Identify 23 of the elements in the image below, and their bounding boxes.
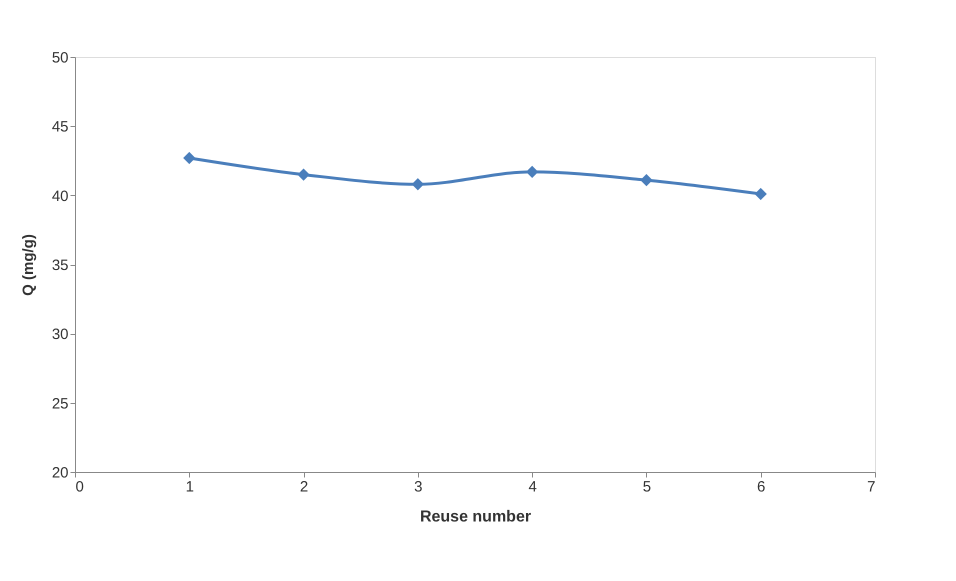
y-tick-label: 50 xyxy=(52,50,68,66)
y-axis-title: Q (mg/g) xyxy=(20,234,37,296)
y-tick-label: 45 xyxy=(52,118,68,136)
x-tick-label: 6 xyxy=(757,478,766,496)
x-tick-label: 5 xyxy=(642,478,652,496)
x-tick-label: 0 xyxy=(76,478,84,496)
y-tick-label: 30 xyxy=(52,326,68,344)
y-tick-label: 40 xyxy=(52,188,68,205)
x-tick-label: 4 xyxy=(528,478,537,496)
point xyxy=(640,174,653,186)
point xyxy=(183,152,196,164)
y-tick-label: 20 xyxy=(52,464,68,482)
point xyxy=(297,168,310,181)
point xyxy=(754,188,767,200)
y-tick-label: 35 xyxy=(52,257,68,274)
point xyxy=(526,166,538,178)
x-tick-label: 7 xyxy=(867,478,876,496)
y-tick-label: 25 xyxy=(52,395,68,412)
x-tick-label: 3 xyxy=(414,478,423,496)
x-axis-title: Reuse number xyxy=(420,508,532,526)
point xyxy=(412,178,424,190)
x-tick-label: 2 xyxy=(300,478,308,496)
x-tick-label: 1 xyxy=(186,478,194,496)
